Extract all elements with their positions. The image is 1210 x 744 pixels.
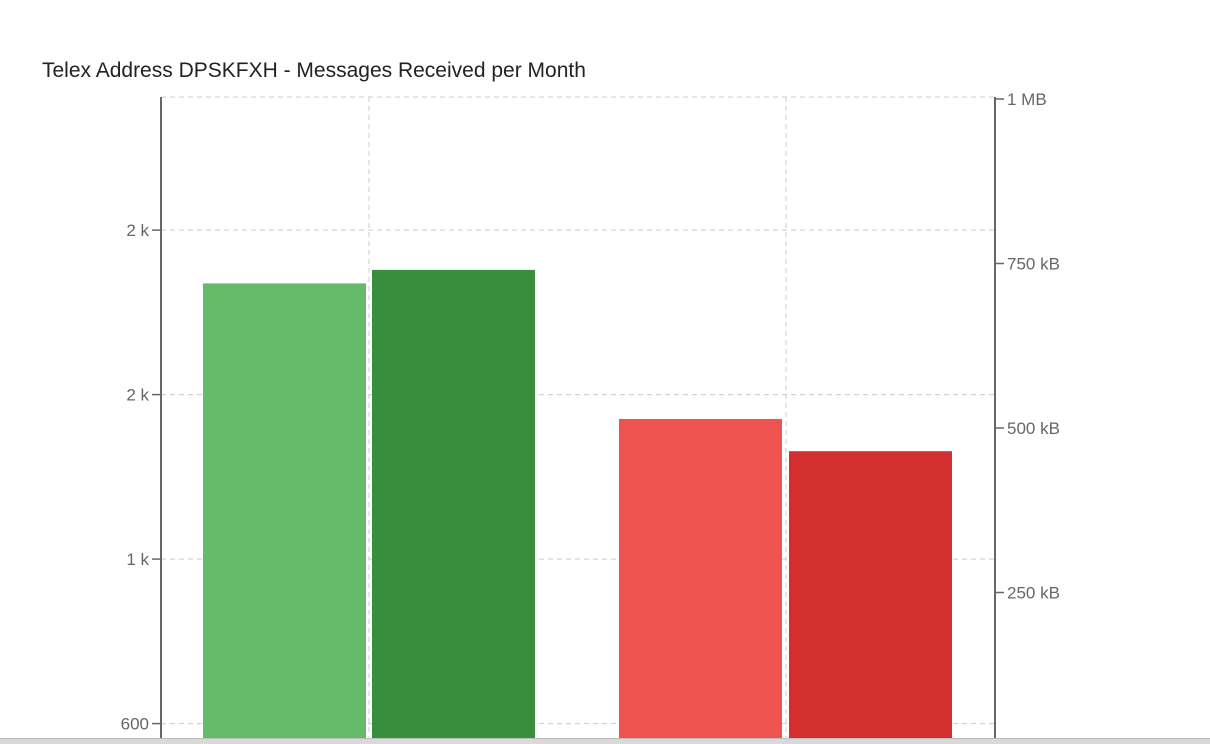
bars (203, 269, 952, 744)
right-axis-tick-label: 750 kB (1007, 255, 1060, 274)
left-axis-tick-label: 1 k (126, 550, 149, 569)
right-axis-tick-label: 250 kB (1007, 584, 1060, 603)
bar (203, 283, 366, 744)
bottom-scrollbar-strip (0, 738, 1210, 744)
right-axis-tick-label: 500 kB (1007, 419, 1060, 438)
right-axis-tick-label: 1 MB (1007, 90, 1047, 109)
bar (789, 451, 952, 744)
chart-title: Telex Address DPSKFXH - Messages Receive… (42, 59, 586, 82)
axes: 600 1 k 2 k 2 k 250 kB 500 kB 750 kB 1 MB (121, 90, 1060, 744)
bar (619, 418, 782, 744)
bar (372, 269, 535, 744)
left-axis-tick-label: 600 (121, 715, 149, 734)
left-axis-tick-label: 2 k (126, 386, 149, 405)
left-axis-tick-label: 2 k (126, 221, 149, 240)
